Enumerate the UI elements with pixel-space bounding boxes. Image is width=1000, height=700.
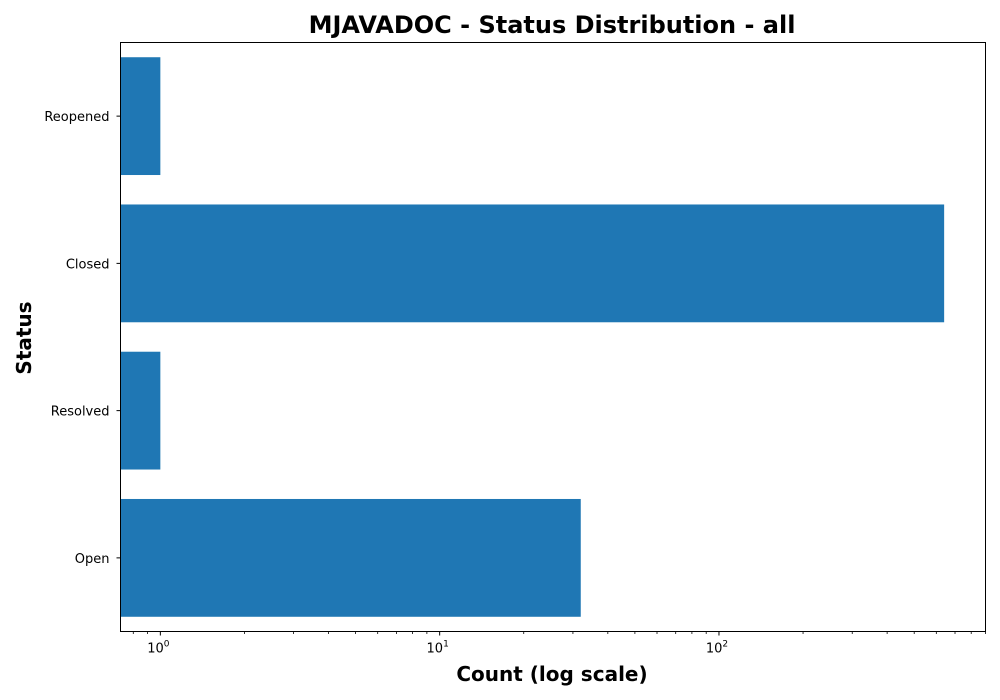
- bar-open: [120, 498, 581, 617]
- bars-group: [120, 57, 945, 617]
- bar-closed: [120, 204, 945, 323]
- bar-resolved: [120, 351, 161, 470]
- x-tick-label-0: 100: [147, 640, 170, 657]
- x-axis-label: Count (log scale): [456, 662, 647, 686]
- x-axis-ticks: 100 101 102: [132, 631, 986, 657]
- x-tick-label-1: 101: [427, 640, 449, 657]
- y-tick-label-closed: Closed: [66, 257, 110, 272]
- bar-reopened: [120, 57, 161, 176]
- y-axis-label: Status: [12, 301, 36, 374]
- x-tick-label-2: 102: [706, 640, 728, 657]
- y-tick-label-reopened: Reopened: [44, 110, 109, 125]
- plot-frame: [120, 42, 986, 632]
- y-tick-label-open: Open: [75, 552, 110, 567]
- y-tick-label-resolved: Resolved: [51, 405, 110, 420]
- chart-title: MJAVADOC - Status Distribution - all: [309, 11, 796, 39]
- y-axis-ticks: Open Resolved Closed Reopened: [44, 110, 121, 567]
